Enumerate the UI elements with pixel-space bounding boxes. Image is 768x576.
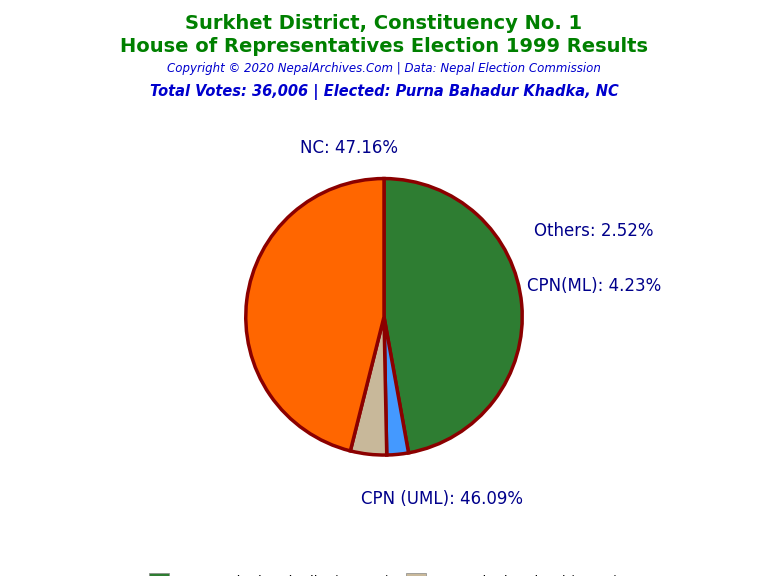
Wedge shape: [384, 179, 522, 453]
Wedge shape: [246, 179, 384, 451]
Text: CPN (UML): 46.09%: CPN (UML): 46.09%: [361, 490, 523, 508]
Text: Surkhet District, Constituency No. 1: Surkhet District, Constituency No. 1: [185, 14, 583, 33]
Wedge shape: [384, 317, 409, 455]
Legend: Purna Bahadur Khadka (16,980), Rishi Prasad Sharma (16,594), Man Bahadur Khatri : Purna Bahadur Khadka (16,980), Rishi Pra…: [144, 568, 624, 576]
Text: Copyright © 2020 NepalArchives.Com | Data: Nepal Election Commission: Copyright © 2020 NepalArchives.Com | Dat…: [167, 62, 601, 75]
Text: Total Votes: 36,006 | Elected: Purna Bahadur Khadka, NC: Total Votes: 36,006 | Elected: Purna Bah…: [150, 84, 618, 100]
Text: NC: 47.16%: NC: 47.16%: [300, 139, 399, 157]
Text: House of Representatives Election 1999 Results: House of Representatives Election 1999 R…: [120, 37, 648, 56]
Wedge shape: [350, 317, 387, 455]
Text: Others: 2.52%: Others: 2.52%: [535, 222, 654, 240]
Text: CPN(ML): 4.23%: CPN(ML): 4.23%: [527, 278, 661, 295]
